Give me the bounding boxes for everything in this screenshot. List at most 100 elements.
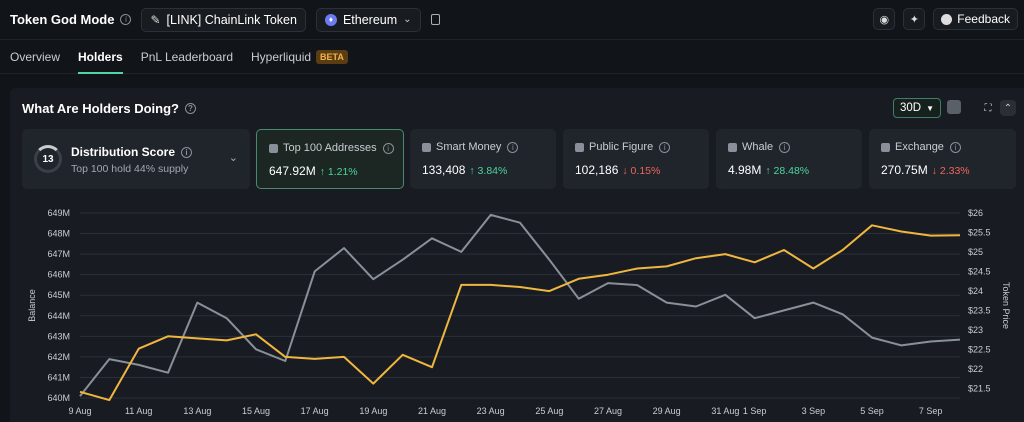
y2-tick-label: $25	[968, 247, 983, 257]
x-tick-label: 11 Aug	[125, 406, 152, 416]
chevron-down-icon[interactable]: ⌄	[228, 152, 238, 164]
ethereum-icon: ♦	[324, 13, 337, 26]
time-range-dropdown[interactable]: 30D ▼	[893, 98, 941, 118]
x-tick-label: 23 Aug	[477, 406, 505, 416]
y-tick-label: 649M	[47, 208, 70, 218]
y2-tick-label: $23	[968, 325, 983, 335]
card-change: ↑ 1.21%	[319, 166, 358, 178]
card-change: ↑ 28.48%	[765, 165, 810, 177]
x-tick-label: 19 Aug	[359, 406, 387, 416]
figure-icon	[575, 142, 584, 152]
info-icon[interactable]: i	[779, 141, 791, 153]
expand-icon[interactable]: ⛶	[984, 102, 992, 114]
chain-label: Ethereum	[342, 12, 398, 27]
x-tick-label: 1 Sep	[743, 406, 767, 416]
x-tick-label: 7 Sep	[919, 406, 943, 416]
y2-tick-label: $23.5	[968, 305, 991, 315]
panel-title-text: What Are Holders Doing?	[22, 101, 179, 116]
card-value-text: 102,186	[575, 163, 619, 177]
x-tick-label: 31 Aug	[711, 406, 739, 416]
bank-icon	[881, 142, 890, 152]
y-axis-right-ticks: $21.5 $22 $22.5 $23 $23.5 $24 $24.5 $25 $25.5 $26	[968, 208, 991, 393]
info-icon[interactable]: i	[120, 14, 132, 25]
card-label: Exchange i	[881, 141, 961, 153]
info-icon[interactable]: i	[507, 141, 519, 153]
y2-tick-label: $22.5	[968, 344, 991, 354]
card-smart-money[interactable]: Smart Money i 133,408 ↑ 3.84%	[410, 129, 556, 189]
tab-label: Holders	[78, 49, 123, 64]
x-tick-label: 25 Aug	[535, 406, 563, 416]
calendar-icon[interactable]	[947, 100, 961, 114]
series-lines	[79, 213, 961, 402]
panel-title: What Are Holders Doing? ?	[22, 101, 196, 116]
y-tick-label: 646M	[47, 270, 70, 280]
x-tick-label: 15 Aug	[242, 406, 270, 416]
token-label: [LINK] ChainLink Token	[166, 12, 297, 27]
distribution-title-text: Distribution Score	[71, 145, 176, 159]
card-label-text: Smart Money	[436, 141, 502, 153]
y2-tick-label: $24	[968, 286, 983, 296]
card-label: Public Figure i	[575, 141, 671, 153]
copy-icon[interactable]	[430, 14, 440, 25]
y-tick-label: 648M	[47, 229, 70, 239]
eye-icon: ◉	[879, 13, 890, 26]
tab-pnl-leaderboard[interactable]: PnL Leaderboard	[141, 40, 233, 74]
x-tick-label: 9 Aug	[68, 406, 91, 416]
y-tick-label: 641M	[47, 372, 70, 382]
feedback-label: Feedback	[957, 12, 1010, 26]
card-exchange[interactable]: Exchange i 270.75M ↓ 2.33%	[869, 129, 1016, 189]
chain-selector-dropdown[interactable]: ♦ Ethereum ⌄	[315, 7, 421, 32]
y-tick-label: 644M	[47, 311, 70, 321]
caret-down-icon: ▼	[926, 103, 935, 113]
chevron-up-icon[interactable]: ⌃	[1000, 100, 1016, 116]
card-value-text: 270.75M	[881, 163, 928, 177]
info-icon[interactable]: i	[382, 142, 394, 154]
card-label-text: Whale	[742, 141, 774, 153]
balance-price-chart: 640M 641M 642M 643M 644M 645M 646M 647M 648M 649M…	[27, 208, 1011, 416]
beta-badge: BETA	[316, 49, 348, 64]
token-selector-button[interactable]: ✎ [LINK] ChainLink Token	[141, 7, 306, 32]
card-value: 647.92M ↑ 1.21%	[269, 164, 358, 178]
time-range-label: 30D	[899, 102, 922, 114]
card-public-figure[interactable]: Public Figure i 102,186 ↓ 0.15%	[563, 129, 709, 189]
distribution-score-ring: 13	[34, 145, 62, 173]
pin-icon: ✦	[909, 13, 919, 26]
x-tick-label: 3 Sep	[802, 406, 826, 416]
watch-button[interactable]: ◉	[873, 8, 896, 30]
card-label: Whale i	[728, 141, 791, 153]
info-icon[interactable]: i	[659, 141, 671, 153]
x-tick-label: 29 Aug	[653, 406, 681, 416]
tab-hyperliquid[interactable]: Hyperliquid BETA	[251, 40, 348, 74]
info-icon[interactable]: i	[949, 141, 961, 153]
card-value: 4.98M ↑ 28.48%	[728, 163, 809, 177]
card-whale[interactable]: Whale i 4.98M ↑ 28.48%	[716, 129, 862, 189]
distribution-title: Distribution Score i	[71, 145, 193, 159]
tab-overview[interactable]: Overview	[10, 40, 60, 74]
x-axis-ticks: 9 Aug 11 Aug 13 Aug 15 Aug 17 Aug 19 Aug 21 Au…	[68, 406, 942, 416]
x-tick-label: 17 Aug	[301, 406, 329, 416]
holders-panel: What Are Holders Doing? ? 30D ▼ ⛶ ⌃ 13 D…	[10, 88, 1024, 422]
card-value: 133,408 ↑ 3.84%	[422, 163, 507, 177]
card-value-text: 4.98M	[728, 163, 762, 177]
y-tick-label: 647M	[47, 249, 70, 259]
card-change: ↑ 3.84%	[469, 165, 508, 177]
info-icon[interactable]: i	[181, 146, 193, 158]
card-label-text: Exchange	[895, 141, 944, 153]
distribution-score-card[interactable]: 13 Distribution Score i Top 100 hold 44%…	[22, 129, 250, 189]
balance-line	[79, 224, 961, 402]
pin-button[interactable]: ✦	[903, 8, 926, 30]
y-axis-right-label: Token Price	[1001, 282, 1011, 329]
card-label: Top 100 Addresses i	[269, 142, 394, 154]
tab-label: Overview	[10, 49, 61, 64]
grid-lines	[80, 212, 960, 399]
info-icon[interactable]: ?	[184, 103, 196, 114]
card-top-100-addresses[interactable]: Top 100 Addresses i 647.92M ↑ 1.21%	[256, 129, 404, 189]
chat-icon	[941, 13, 953, 25]
y2-tick-label: $22	[968, 364, 983, 374]
y-tick-label: 643M	[47, 331, 70, 341]
feedback-button[interactable]: Feedback	[933, 8, 1018, 30]
top-bar: Token God Mode i ✎ [LINK] ChainLink Toke…	[0, 0, 1024, 40]
tab-holders[interactable]: Holders	[78, 40, 123, 74]
whale-icon	[728, 142, 737, 152]
distribution-subtitle: Top 100 hold 44% supply	[71, 163, 189, 175]
